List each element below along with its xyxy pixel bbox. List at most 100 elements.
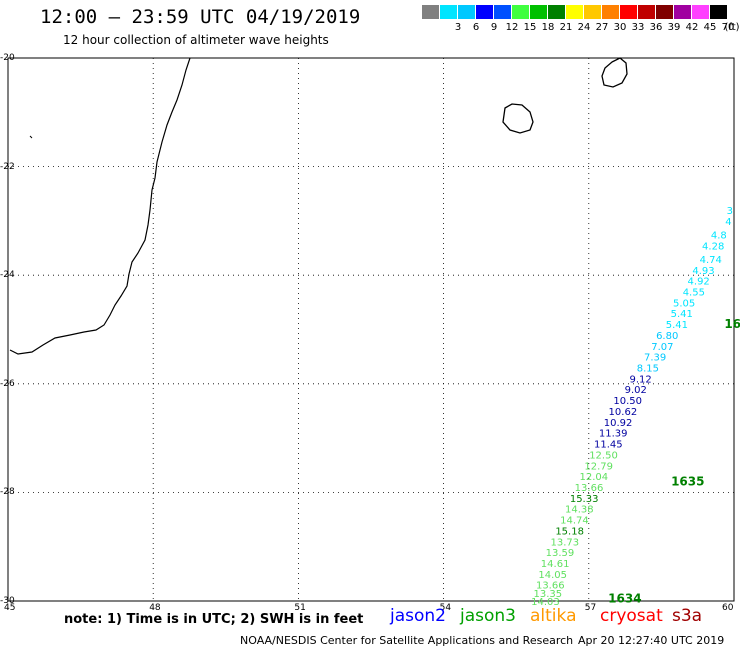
satellite-s3a: s3a (672, 606, 703, 626)
color-scale-label: 6 (472, 22, 480, 33)
color-scale-swatch (458, 5, 476, 19)
color-scale-label: 3 (454, 22, 462, 33)
wave-height-label: 4.28 (702, 241, 724, 252)
pass-time-label: 1635 (671, 475, 704, 489)
color-scale-label: 36 (649, 22, 663, 33)
color-scale-label: 30 (613, 22, 627, 33)
lon-tick-label: 54 (439, 603, 452, 613)
wave-height-label: 14.61 (541, 559, 570, 570)
wave-height-label: 4.55 (683, 287, 705, 298)
color-scale-swatch (656, 5, 674, 19)
wave-height-label: 10.92 (604, 418, 633, 429)
wave-height-label: 7.07 (651, 342, 673, 353)
color-scale-swatch (530, 5, 548, 19)
wave-height-label: 13.66 (536, 581, 565, 592)
wave-height-label: 15.18 (555, 526, 584, 537)
lon-tick-label: 60 (722, 603, 734, 613)
altimeter-track: 344.84.284.744.934.924.555.055.415.416.8… (531, 206, 740, 608)
wave-height-label: 14.74 (560, 516, 589, 527)
lat-tick-label: -24 (0, 270, 15, 281)
wave-height-label: 14.38 (565, 505, 594, 516)
island-mauritius (601, 57, 628, 88)
lat-tick-label: -20 (0, 53, 15, 63)
color-scale-label: 45 (703, 22, 717, 33)
pass-time-label: 1634 (608, 591, 641, 605)
island-reunion (502, 103, 534, 134)
wave-height-label: 4 (725, 217, 731, 228)
satellite-altika: altika (530, 606, 577, 626)
wave-height-label: 15.33 (570, 494, 599, 505)
wave-height-label: 12.04 (580, 472, 609, 483)
wave-height-label: 14.05 (538, 570, 567, 581)
color-scale-swatch (440, 5, 458, 19)
lon-tick-label: 57 (584, 603, 597, 613)
wave-height-label: 7.39 (644, 353, 666, 364)
coastline-madagascar (9, 57, 191, 355)
coastline-islet (29, 135, 33, 139)
graticule (7, 57, 735, 602)
pass-time-label: 16 (724, 317, 740, 331)
wave-height-label: 3 (727, 206, 733, 217)
color-scale-swatch (602, 5, 620, 19)
wave-height-label: 4.8 (711, 230, 727, 241)
map-frame (7, 57, 735, 602)
lat-tick-label: -26 (0, 378, 15, 389)
lon-tick-label: 51 (294, 603, 306, 613)
lat-tick-label: -22 (0, 161, 15, 172)
color-scale-swatch (548, 5, 566, 19)
color-scale-unit: (ft) (724, 22, 740, 33)
satellite-jason3: jason3 (460, 606, 516, 626)
wave-height-label: 13.66 (575, 483, 604, 494)
wave-height-label: 10.62 (609, 407, 638, 418)
wave-height-label: 8.15 (637, 364, 659, 375)
color-scale-swatch (620, 5, 638, 19)
chart-subtitle: 12 hour collection of altimeter wave hei… (63, 33, 329, 47)
wave-height-label: 9.02 (625, 385, 647, 396)
wave-height-label: 6.80 (656, 331, 678, 342)
wave-height-label: 10.50 (613, 396, 642, 407)
color-scale-label: 21 (559, 22, 573, 33)
color-scale-label: 27 (595, 22, 609, 33)
wave-height-label: 4.92 (688, 277, 710, 288)
color-scale-label: 15 (523, 22, 537, 33)
color-scale-swatch (494, 5, 512, 19)
chart-title: 12:00 – 23:59 UTC 04/19/2019 (40, 6, 361, 28)
lat-tick-label: -28 (0, 487, 15, 498)
color-scale-swatch (584, 5, 602, 19)
wave-height-label: 14.03 (531, 597, 560, 608)
wave-height-label: 13.59 (546, 548, 575, 559)
color-scale-label: 24 (577, 22, 591, 33)
color-scale-label: 42 (685, 22, 699, 33)
color-scale-swatch (476, 5, 494, 19)
color-scale-swatch (692, 5, 710, 19)
wave-height-label: 5.41 (666, 320, 688, 331)
color-scale-swatch (512, 5, 530, 19)
wave-height-label: 13.73 (550, 537, 579, 548)
wave-height-label: 4.74 (700, 255, 722, 266)
wave-height-label: 5.05 (673, 298, 695, 309)
wave-height-label: 4.93 (692, 266, 714, 277)
wave-height-label: 12.50 (589, 450, 618, 461)
wave-height-label: 5.41 (671, 309, 693, 320)
color-scale-swatch (566, 5, 584, 19)
color-scale-swatch (710, 5, 728, 19)
satellite-jason2: jason2 (390, 606, 446, 626)
lon-tick-label: 48 (149, 603, 161, 613)
color-scale-label: 39 (667, 22, 681, 33)
color-scale-label: 18 (541, 22, 555, 33)
legend-note: note: 1) Time is in UTC; 2) SWH is in fe… (64, 612, 364, 627)
color-scale-label: 33 (631, 22, 645, 33)
wave-height-label: 12.79 (584, 461, 613, 472)
color-scale-label: 70 (721, 22, 735, 33)
lat-tick-label: -30 (0, 596, 15, 606)
color-scale-label: 12 (505, 22, 519, 33)
footer-credit: NOAA/NESDIS Center for Satellite Applica… (240, 634, 574, 647)
wave-height-label: 11.45 (594, 440, 623, 451)
color-scale-swatch (674, 5, 692, 19)
color-scale-swatch (638, 5, 656, 19)
color-scale-label: 9 (490, 22, 498, 33)
lon-tick-label: 45 (4, 603, 16, 613)
wave-height-label: 11.39 (599, 429, 628, 440)
footer-timestamp: Apr 20 12:27:40 UTC 2019 (578, 634, 725, 647)
